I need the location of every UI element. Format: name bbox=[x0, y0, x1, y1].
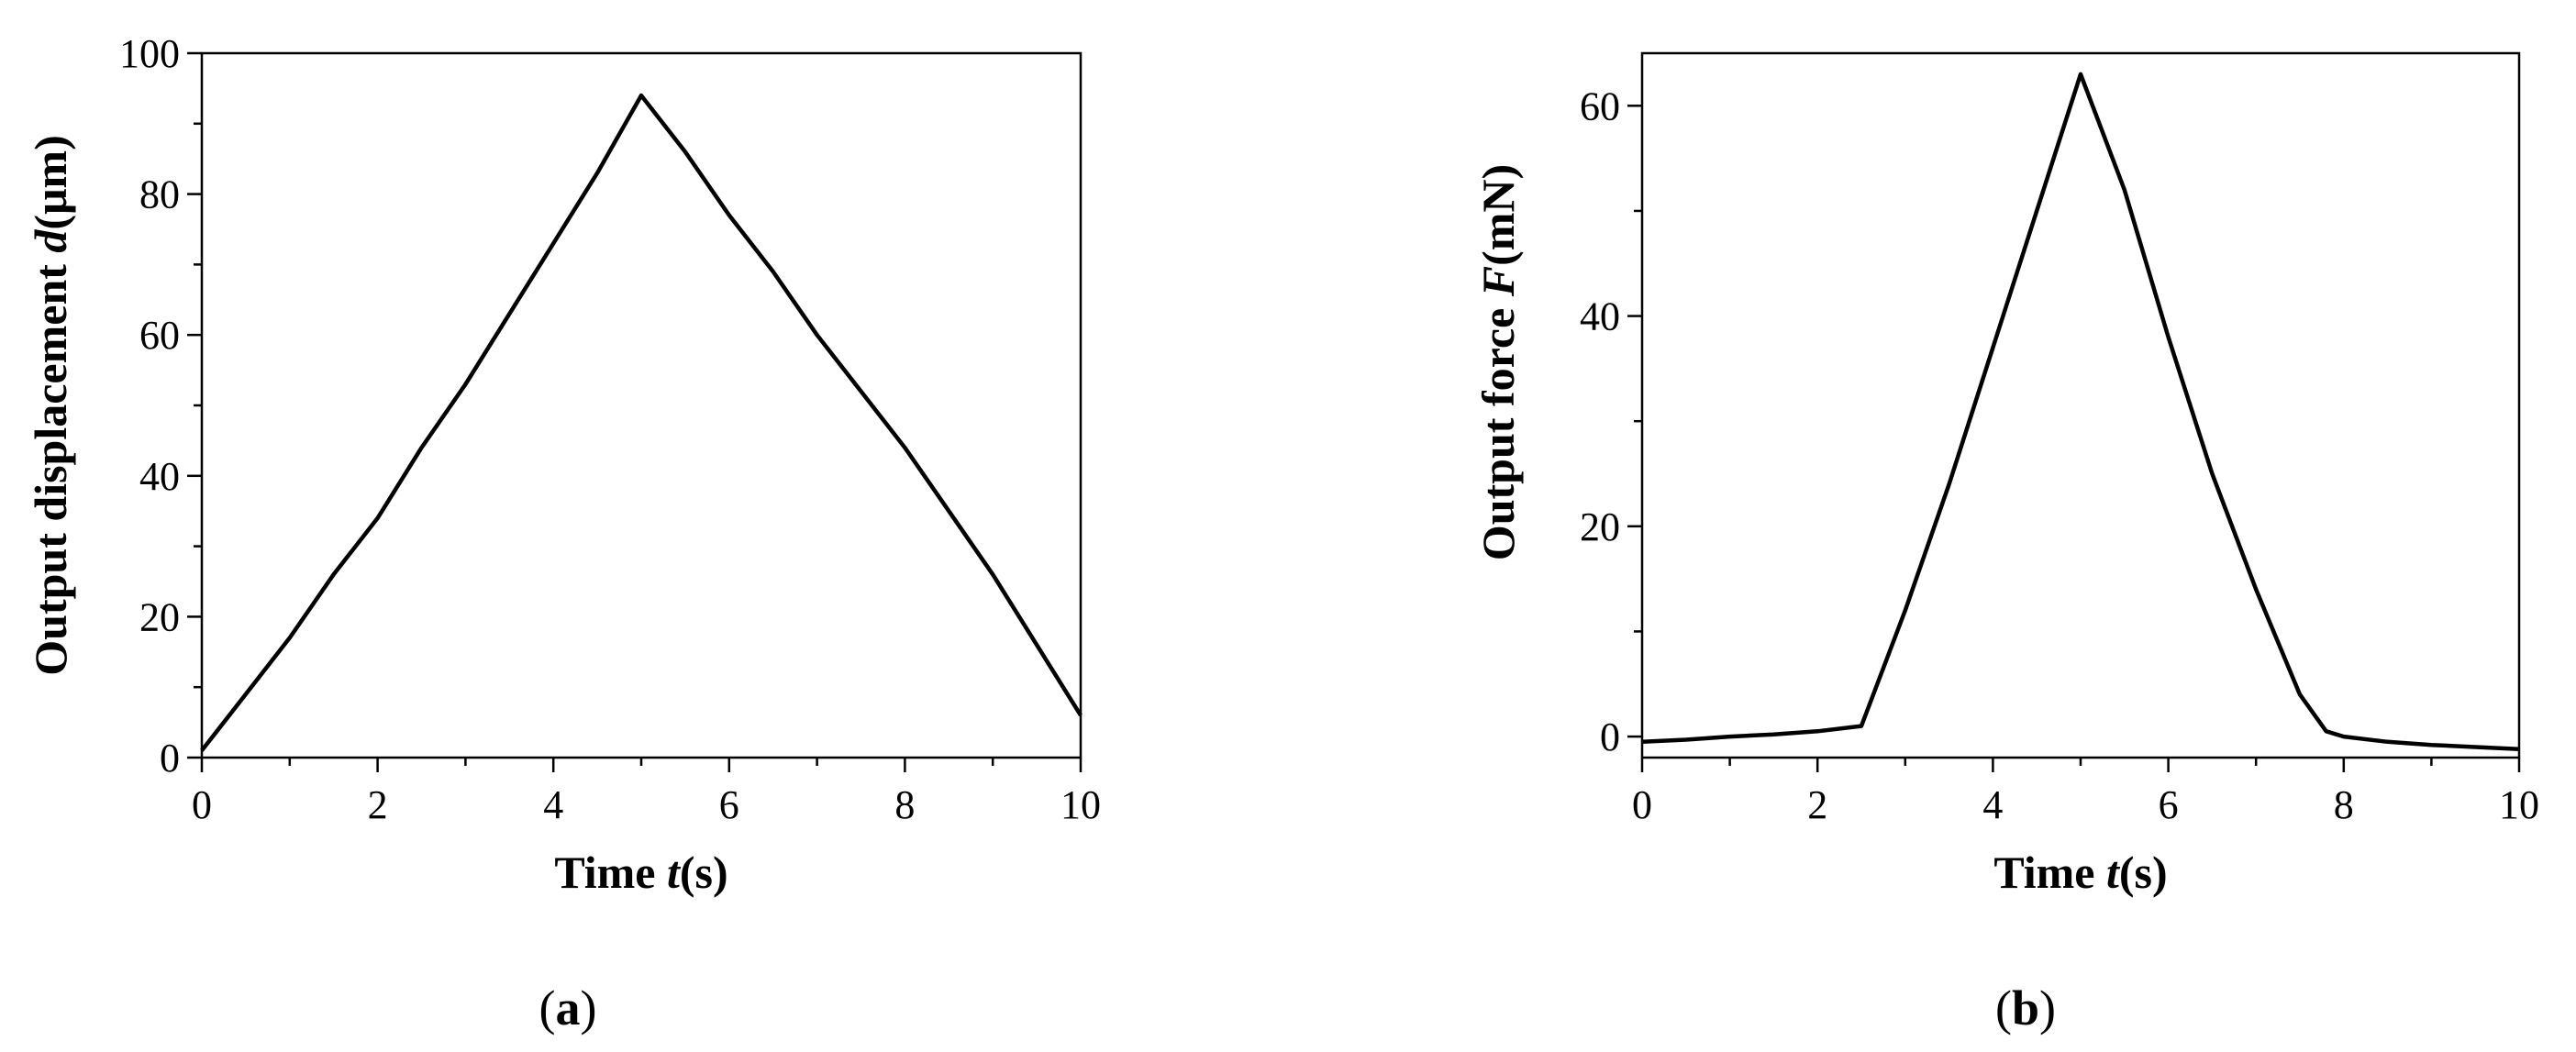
x-tick-label-b: 10 bbox=[2499, 782, 2539, 827]
y-tick-label-a: 0 bbox=[160, 736, 180, 781]
panel-label-b: (b) bbox=[1995, 980, 2056, 1035]
x-tick-label-a: 6 bbox=[719, 782, 739, 827]
x-tick-label-a: 8 bbox=[894, 782, 915, 827]
panel-label-a: (a) bbox=[539, 980, 597, 1035]
tick-marks-b bbox=[1627, 105, 2521, 772]
plot-frame-a bbox=[200, 51, 1083, 759]
x-tick-label-a: 10 bbox=[1060, 782, 1101, 827]
y-axis-title-b: Output force F(mN) bbox=[1472, 164, 1524, 560]
x-tick-label-b: 4 bbox=[1982, 782, 2003, 827]
x-axis-title-a: Time t(s) bbox=[554, 847, 727, 898]
displacement-line bbox=[200, 93, 1083, 752]
force-line bbox=[1641, 72, 2520, 752]
x-tick-label-b: 2 bbox=[1807, 782, 1827, 827]
tick-labels-b: 0 2 4 6 8 10 0 20 40 60 bbox=[1580, 83, 2539, 827]
y-tick-label-a: 100 bbox=[119, 31, 180, 76]
x-tick-label-a: 4 bbox=[543, 782, 563, 827]
y-axis-title-a: Output displacement d(μm) bbox=[25, 135, 76, 675]
plot-frame-b bbox=[1640, 51, 2521, 759]
x-axis-title-b: Time t(s) bbox=[1993, 847, 2167, 898]
x-tick-label-a: 2 bbox=[368, 782, 388, 827]
y-tick-label-a: 60 bbox=[139, 313, 180, 358]
y-tick-label-b: 0 bbox=[1600, 714, 1620, 759]
x-tick-label-b: 0 bbox=[1632, 782, 1652, 827]
x-tick-label-b: 8 bbox=[2334, 782, 2354, 827]
y-tick-label-a: 40 bbox=[139, 454, 180, 499]
x-tick-label-b: 6 bbox=[2159, 782, 2179, 827]
y-tick-label-b: 20 bbox=[1580, 504, 1620, 549]
tick-marks-a bbox=[187, 51, 1083, 772]
y-tick-label-b: 40 bbox=[1580, 294, 1620, 339]
chart-panel-b: 0 2 4 6 8 10 0 20 40 60 Time t(s) Output force F(… bbox=[1472, 51, 2539, 1035]
y-tick-label-a: 20 bbox=[139, 594, 180, 639]
y-tick-label-b: 60 bbox=[1580, 83, 1620, 128]
x-tick-label-a: 0 bbox=[192, 782, 212, 827]
y-tick-label-a: 80 bbox=[139, 172, 180, 217]
